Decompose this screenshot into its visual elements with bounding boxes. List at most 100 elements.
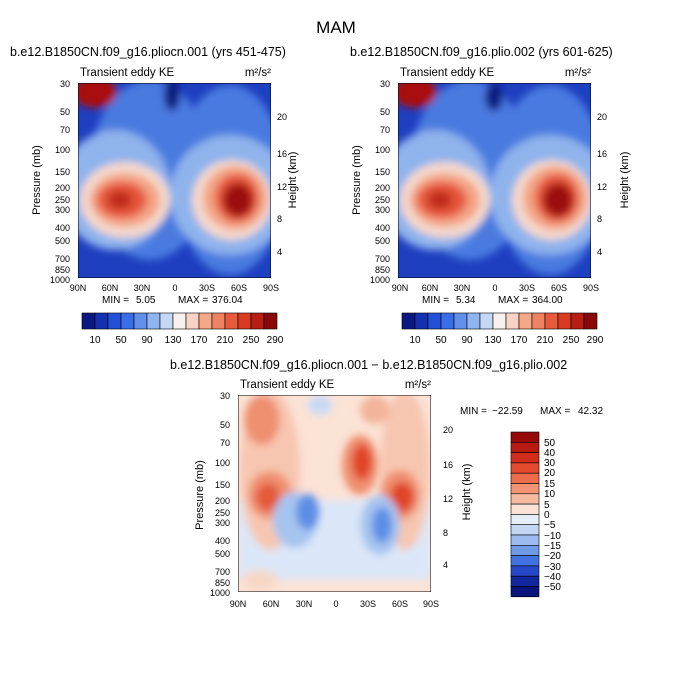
y2-tick-label: 20 <box>597 112 607 122</box>
min-value: −22.59 <box>492 406 523 417</box>
colorbar-cell <box>531 312 546 330</box>
y2-tick-label: 4 <box>597 247 602 257</box>
colorbar-label: 130 <box>165 335 182 346</box>
colorbar-cell <box>198 312 213 330</box>
colorbar: 50 40 30 20 15 10 5 0 −5 −10 −15 −20 −30… <box>510 431 561 598</box>
y-axis-label: Pressure (mb) <box>31 145 43 215</box>
panel-title: b.e12.B1850CN.f09_g16.pliocn.001 − b.e12… <box>170 358 567 372</box>
y-tick-label: 300 <box>215 518 230 528</box>
y2-tick-label: 16 <box>443 460 453 470</box>
y-tick-label: 850 <box>55 265 70 275</box>
y-tick-label: 70 <box>60 125 70 135</box>
y-tick-label: 50 <box>220 420 230 430</box>
x-tick-label: 60S <box>551 283 567 293</box>
colorbar-cell <box>107 312 122 330</box>
panel-title: b.e12.B1850CN.f09_g16.pliocn.001 (yrs 45… <box>10 45 286 59</box>
x-tick-label: 30N <box>134 283 151 293</box>
x-tick-label: 30N <box>296 599 313 609</box>
y-tick-label: 100 <box>375 145 390 155</box>
min-value: 5.05 <box>136 295 156 306</box>
y-tick-label: 300 <box>375 205 390 215</box>
colorbar-label: 0 <box>544 510 550 521</box>
colorbar-cell <box>510 441 540 453</box>
colorbar-cell <box>510 555 540 567</box>
panel-top-left: b.e12.B1850CN.f09_g16.pliocn.001 (yrs 45… <box>10 45 299 346</box>
y2-tick-label: 8 <box>597 214 602 224</box>
y-tick-label: 150 <box>55 167 70 177</box>
colorbar-cell <box>510 586 540 598</box>
colorbar-label: 15 <box>544 479 556 490</box>
y-tick-label: 200 <box>375 183 390 193</box>
colorbar-label: 210 <box>217 335 234 346</box>
y-tick-label: 400 <box>375 223 390 233</box>
y2-tick-label: 12 <box>277 182 287 192</box>
x-tick-label: 90N <box>70 283 87 293</box>
y-tick-label: 700 <box>375 254 390 264</box>
colorbar-label: 250 <box>563 335 580 346</box>
y-tick-label: 150 <box>215 480 230 490</box>
y-tick-label: 70 <box>380 125 390 135</box>
x-tick-label: 60S <box>231 283 247 293</box>
colorbar-cell <box>510 565 540 577</box>
y-axis-label: Pressure (mb) <box>351 145 363 215</box>
colorbar-cell <box>211 312 226 330</box>
units-label: m²/s² <box>245 67 271 79</box>
y-tick-label: 1000 <box>50 275 70 285</box>
colorbar-cell <box>510 514 540 526</box>
colorbar-cell <box>81 312 96 330</box>
y2-tick-label: 16 <box>277 149 287 159</box>
x-tick-label: 0 <box>172 283 177 293</box>
colorbar-label: −20 <box>544 551 561 562</box>
colorbar-cell <box>570 312 585 330</box>
colorbar-label: −40 <box>544 572 561 583</box>
x-tick-label: 30S <box>519 283 535 293</box>
colorbar: 10 50 90 130 170 210 250 290 <box>81 312 284 346</box>
panel-top-right: b.e12.B1850CN.f09_g16.plio.002 (yrs 601-… <box>350 45 631 346</box>
max-value: 376.04 <box>212 295 243 306</box>
colorbar-cell <box>510 534 540 546</box>
colorbar-cell <box>479 312 494 330</box>
colorbar-label: 30 <box>544 458 556 469</box>
colorbar: 10 50 90 130 170 210 250 290 <box>401 312 604 346</box>
y-tick-label: 300 <box>55 205 70 215</box>
y-tick-label: 400 <box>55 223 70 233</box>
colorbar-cell <box>583 312 598 330</box>
y-tick-label: 850 <box>215 578 230 588</box>
colorbar-label: 90 <box>141 335 153 346</box>
y2-tick-label: 12 <box>597 182 607 192</box>
colorbar-cell <box>510 472 540 484</box>
y2-tick-label: 4 <box>277 247 282 257</box>
colorbar-cell <box>146 312 161 330</box>
max-label: MAX = <box>178 295 208 306</box>
colorbar-cell <box>510 462 540 474</box>
colorbar-cell <box>250 312 265 330</box>
y2-tick-label: 20 <box>443 425 453 435</box>
colorbar-cell <box>544 312 559 330</box>
min-label: MIN = <box>422 295 449 306</box>
colorbar-cell <box>510 431 540 443</box>
heatmap-field <box>78 83 271 278</box>
x-tick-label: 60N <box>422 283 439 293</box>
y-tick-label: 100 <box>215 458 230 468</box>
y-tick-label: 200 <box>215 496 230 506</box>
y-tick-label: 500 <box>215 549 230 559</box>
colorbar-cell <box>120 312 135 330</box>
colorbar-label: 210 <box>537 335 554 346</box>
x-tick-label: 0 <box>333 599 338 609</box>
y2-tick-label: 16 <box>597 149 607 159</box>
colorbar-cell <box>466 312 481 330</box>
colorbar-cell <box>224 312 239 330</box>
colorbar-cell <box>133 312 148 330</box>
min-label: MIN = <box>102 295 129 306</box>
y-tick-label: 500 <box>375 236 390 246</box>
max-label: MAX = <box>498 295 528 306</box>
colorbar-label: 170 <box>511 335 528 346</box>
colorbar-cell <box>510 493 540 505</box>
colorbar-label: −50 <box>544 582 561 593</box>
x-tick-label: 60N <box>102 283 119 293</box>
y-tick-label: 700 <box>55 254 70 264</box>
colorbar-label: 50 <box>544 438 556 449</box>
colorbar-label: 10 <box>89 335 101 346</box>
colorbar-cell <box>510 503 540 515</box>
